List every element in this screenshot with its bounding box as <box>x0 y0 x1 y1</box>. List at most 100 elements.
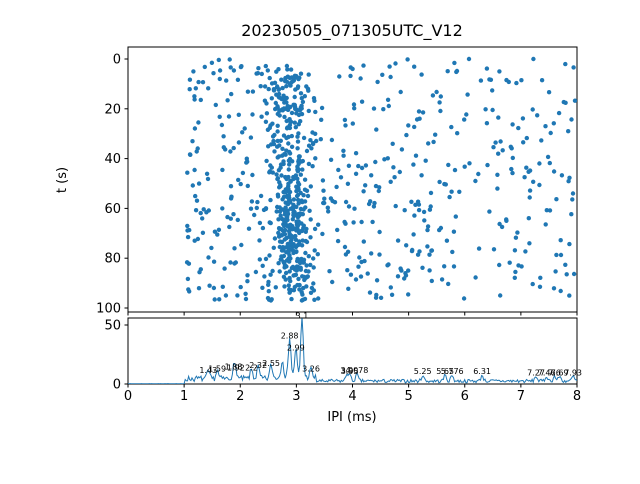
scatter-point <box>498 139 503 144</box>
scatter-point <box>530 281 535 287</box>
scatter-point <box>248 135 254 140</box>
scatter-point <box>304 239 310 245</box>
scatter-point <box>375 79 380 85</box>
scatter-point <box>192 94 197 99</box>
scatter-point <box>200 216 205 221</box>
scatter-point <box>566 179 571 184</box>
scatter-point <box>374 278 380 283</box>
scatter-point <box>299 298 305 303</box>
scatter-point <box>274 209 279 214</box>
scatter-point <box>295 167 300 172</box>
scatter-point <box>513 235 519 240</box>
histogram-axis-ticks: 0 50 0 1 2 3 4 5 6 7 8 <box>104 319 581 405</box>
scatter-point <box>236 112 241 118</box>
scatter-point <box>250 172 255 178</box>
scatter-point <box>376 188 381 194</box>
peak-annotation: 5.776 <box>441 367 464 376</box>
scatter-point <box>260 225 266 231</box>
scatter-point <box>196 286 202 291</box>
scatter-point <box>192 167 197 173</box>
scatter-point <box>563 262 568 267</box>
scatter-plot: 0 20 40 60 80 100 t (s) <box>55 46 578 317</box>
scatter-point <box>484 121 490 126</box>
scatter-point <box>449 124 454 130</box>
scatter-point <box>220 167 225 173</box>
scatter-point <box>415 252 421 257</box>
scatter-point <box>420 265 425 270</box>
scatter-point <box>351 102 357 107</box>
scatter-point <box>227 224 232 230</box>
scatter-point <box>288 200 293 205</box>
scatter-point <box>537 182 542 188</box>
scatter-point <box>262 274 267 279</box>
scatter-point <box>213 102 218 108</box>
scatter-point <box>531 56 536 62</box>
histogram-x-axis-label: IPI (ms) <box>327 410 376 425</box>
scatter-point <box>353 151 359 156</box>
scatter-point <box>258 193 264 199</box>
scatter-point <box>192 126 198 131</box>
scatter-point <box>530 107 535 112</box>
scatter-point <box>283 264 288 269</box>
scatter-point <box>438 94 443 99</box>
scatter-point <box>196 120 201 125</box>
scatter-point <box>570 191 576 196</box>
scatter-point <box>192 238 197 243</box>
scatter-point <box>225 98 230 103</box>
scatter-point <box>516 125 521 131</box>
scatter-point <box>193 208 199 213</box>
scatter-point <box>211 71 216 76</box>
scatter-point <box>231 145 236 151</box>
scatter-point <box>544 208 549 213</box>
scatter-point <box>212 229 218 234</box>
scatter-point <box>216 227 222 232</box>
scatter-point <box>412 213 417 218</box>
scatter-point <box>316 296 321 301</box>
scatter-point <box>216 57 221 63</box>
scatter-point <box>553 269 558 274</box>
scatter-point <box>515 230 520 235</box>
scatter-point <box>413 153 419 158</box>
scatter-point <box>527 195 532 200</box>
scatter-point <box>220 206 225 211</box>
scatter-point <box>547 160 552 166</box>
peak-annotation: 3.26 <box>302 365 320 374</box>
scatter-point <box>280 85 285 91</box>
peak-annotation: 1.59 <box>208 365 226 374</box>
scatter-point <box>406 292 411 297</box>
peak-annotation: 2.99 <box>287 344 305 353</box>
scatter-point <box>484 66 490 71</box>
scatter-point <box>313 131 318 136</box>
scatter-point <box>276 230 281 236</box>
scatter-point <box>296 201 301 206</box>
scatter-point <box>286 223 292 228</box>
scatter-point <box>417 249 422 254</box>
tick-label: 80 <box>104 252 121 267</box>
scatter-point <box>277 239 283 244</box>
scatter-point <box>509 166 514 172</box>
scatter-point <box>318 137 323 142</box>
scatter-point <box>197 270 202 275</box>
scatter-point <box>310 141 316 146</box>
scatter-point <box>431 139 436 145</box>
scatter-point <box>369 251 374 256</box>
scatter-point <box>242 126 247 131</box>
tick-label: 50 <box>104 319 121 334</box>
scatter-point <box>495 172 500 177</box>
scatter-point <box>350 121 355 126</box>
scatter-point <box>286 193 292 198</box>
scatter-point <box>402 208 407 213</box>
scatter-point <box>483 107 488 112</box>
scatter-point <box>512 248 518 253</box>
scatter-point <box>297 287 302 292</box>
scatter-point <box>359 219 364 225</box>
scatter-point <box>284 148 289 153</box>
scatter-point <box>554 197 559 202</box>
scatter-point <box>190 139 195 144</box>
scatter-point <box>280 153 285 158</box>
scatter-point <box>278 213 283 218</box>
scatter-point <box>457 189 462 194</box>
scatter-point <box>268 197 273 203</box>
scatter-point <box>366 201 372 207</box>
